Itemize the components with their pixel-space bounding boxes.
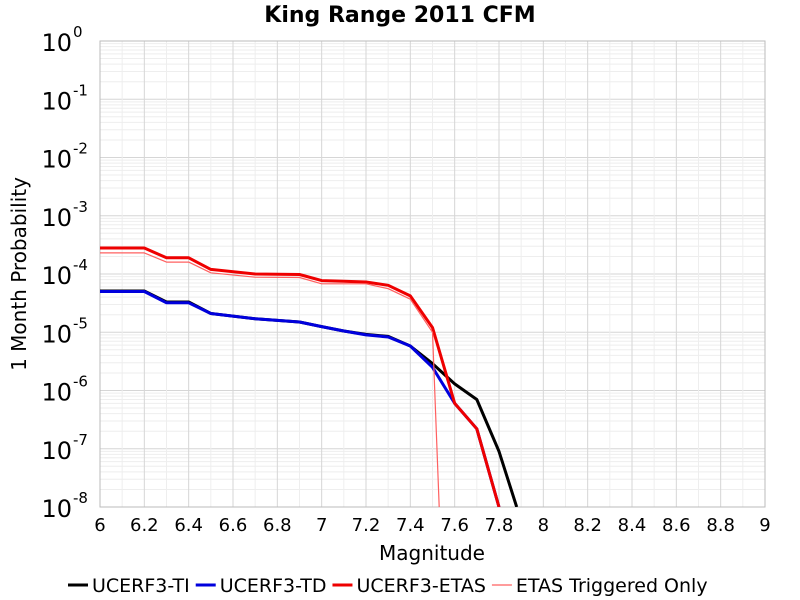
- x-tick-label: 6.8: [263, 515, 292, 536]
- x-tick-label: 8.6: [662, 515, 691, 536]
- x-tick-label: 8: [538, 515, 549, 536]
- plot-area-border: [99, 40, 766, 508]
- legend: UCERF3-TI UCERF3-TD UCERF3-ETAS ETAS Trigge…: [68, 575, 708, 597]
- x-tick-label: 9: [759, 515, 770, 536]
- x-tick-label: 6: [94, 515, 105, 536]
- legend-label: ETAS Triggered Only: [516, 575, 708, 597]
- legend-label: UCERF3-TI: [92, 575, 190, 597]
- y-tick-exponent: -1: [73, 81, 88, 99]
- x-axis-label: Magnitude: [379, 541, 485, 565]
- y-tick-base: 10: [41, 146, 72, 174]
- y-tick-base: 10: [41, 495, 72, 523]
- y-tick-base: 10: [41, 204, 72, 232]
- x-tick-label: 8.4: [618, 515, 647, 536]
- x-tick-label: 7.6: [440, 515, 469, 536]
- x-tick-label: 7.8: [485, 515, 514, 536]
- series-line-3: [100, 246, 501, 507]
- y-tick-exponent: 0: [73, 23, 83, 41]
- x-tick-label: 6.2: [130, 515, 159, 536]
- x-tick-label: 6.6: [219, 515, 248, 536]
- legend-label: UCERF3-TD: [220, 575, 327, 597]
- x-tick-label: 7.4: [396, 515, 425, 536]
- y-tick-exponent: -2: [73, 140, 88, 158]
- y-tick-base: 10: [41, 437, 72, 465]
- x-tick-label: 8.2: [573, 515, 602, 536]
- y-tick-exponent: -7: [73, 431, 88, 449]
- series-line-2: [100, 290, 501, 507]
- y-tick-base: 10: [41, 29, 72, 57]
- chart-title: King Range 2011 CFM: [264, 3, 535, 28]
- y-tick-exponent: -6: [73, 373, 88, 391]
- y-tick-exponent: -5: [73, 314, 88, 332]
- series-line-4: [100, 252, 440, 507]
- y-tick-exponent: -8: [73, 489, 88, 507]
- series-layer: [100, 246, 519, 507]
- y-tick-base: 10: [41, 87, 72, 115]
- y-tick-exponent: -4: [73, 256, 88, 274]
- x-tick-labels: 6 6.2 6.4 6.6 6.8 7 7.2 7.4 7.6 7.8 8 8.2 8.4 8.6 8.8 9: [94, 515, 770, 536]
- y-tick-base: 10: [41, 262, 72, 290]
- x-tick-label: 7: [316, 515, 327, 536]
- y-tick-base: 10: [41, 320, 72, 348]
- y-tick-exponent: -3: [73, 198, 88, 216]
- x-tick-label: 8.8: [706, 515, 735, 536]
- x-tick-label: 7.2: [352, 515, 381, 536]
- y-axis-label: 1 Month Probability: [7, 177, 31, 371]
- y-tick-base: 10: [41, 379, 72, 407]
- x-tick-label: 6.4: [174, 515, 203, 536]
- legend-label: UCERF3-ETAS: [356, 575, 485, 597]
